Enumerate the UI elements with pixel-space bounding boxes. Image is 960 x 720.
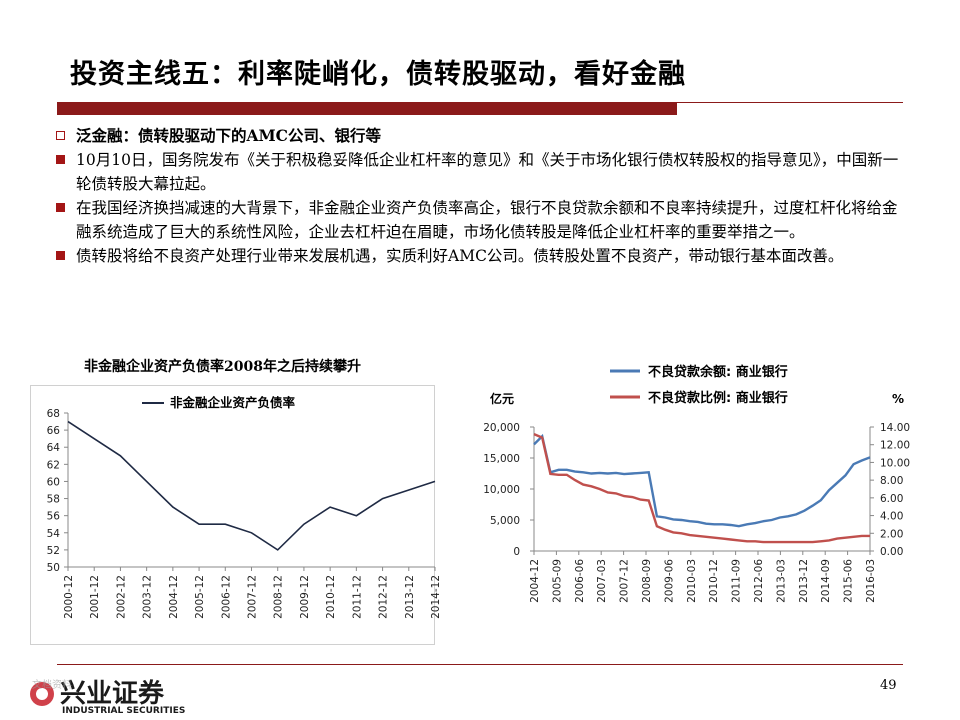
x-tick-label: 2013-12 xyxy=(404,575,416,619)
bullet-text: 债转股将给不良资产处理行业带来发展机遇，实质利好AMC公司。债转股处置不良资产，… xyxy=(76,247,844,265)
series-line-debt-ratio xyxy=(67,420,436,551)
svg-text:文档资料: 文档资料 xyxy=(32,678,72,691)
x-tick-label: 2016-03 xyxy=(865,559,877,603)
right-y-tick-label: 8.00 xyxy=(880,475,903,487)
npl-chart: 亿元 % 0 5,000 10,000 15,000 20,000 0.00 2.00 4.00 6… xyxy=(483,364,910,603)
right-y-tick-label: 4.00 xyxy=(880,511,903,523)
left-y-tick-label: 20,000 xyxy=(483,422,520,434)
x-tick-label: 2012-06 xyxy=(753,559,765,603)
company-logo: 兴业证券 INDUSTRIAL SECURITIES 文档资料 xyxy=(24,672,264,716)
bullet-item: 10月10日，国务院发布《关于积极稳妥降低企业杠杆率的意见》和《关于市场化银行债… xyxy=(52,148,902,196)
x-tick-label: 2007-03 xyxy=(596,559,608,603)
page-title: 投资主线五：利率陡峭化，债转股驱动，看好金融 xyxy=(70,59,686,90)
x-tick-label: 2004-12 xyxy=(529,559,541,603)
x-tick-label: 2010-12 xyxy=(708,559,720,603)
bullet-text: 泛金融：债转股驱动下的AMC公司、银行等 xyxy=(76,126,382,145)
y-tick-label: 60 xyxy=(47,476,60,488)
legend-label: 不良贷款比例: 商业银行 xyxy=(648,390,788,406)
x-tick-label: 2015-06 xyxy=(843,559,855,603)
chart-frame xyxy=(30,385,435,645)
left-y-tick-label: 5,000 xyxy=(490,515,520,527)
square-bullet-icon xyxy=(56,203,65,212)
x-tick-label: 2007-12 xyxy=(247,575,259,619)
bullet-item: 在我国经济换挡减速的大背景下，非金融企业资产负债率高企，银行不良贷款余额和不良率… xyxy=(52,196,902,244)
x-tick-label: 2013-03 xyxy=(775,559,787,603)
x-tick-label: 2006-12 xyxy=(220,575,232,619)
debt-ratio-chart: 50 52 54 56 58 60 62 64 66 68 2000-12 2001-12 2002-1… xyxy=(30,385,442,645)
y-tick-label: 62 xyxy=(47,459,60,471)
page-number: 49 xyxy=(880,678,897,693)
footer-line xyxy=(57,664,903,665)
left-chart-title: 非金融企业资产负债率2008年之后持续攀升 xyxy=(84,359,361,375)
x-tick-label: 2014-09 xyxy=(820,559,832,603)
bullet-item: 债转股将给不良资产处理行业带来发展机遇，实质利好AMC公司。债转股处置不良资产，… xyxy=(52,244,902,268)
bullet-text: 10月10日，国务院发布《关于积极稳妥降低企业杠杆率的意见》和《关于市场化银行债… xyxy=(76,151,899,193)
x-tick-label: 2004-12 xyxy=(168,575,180,619)
y-tick-label: 58 xyxy=(47,494,60,506)
x-tick-label: 2010-12 xyxy=(325,575,337,619)
x-tick-label: 2011-12 xyxy=(351,575,363,619)
left-y-tick-label: 10,000 xyxy=(483,484,520,496)
svg-text:兴业证券: 兴业证券 xyxy=(60,679,165,709)
series-line-npl-ratio xyxy=(533,432,870,544)
x-tick-label: 2005-12 xyxy=(194,575,206,619)
right-y-tick-label: 0.00 xyxy=(880,546,903,558)
right-y-tick-label: 12.00 xyxy=(880,440,910,452)
x-tick-label: 2014-12 xyxy=(430,575,442,619)
right-y-tick-label: 2.00 xyxy=(880,528,903,540)
y-tick-label: 68 xyxy=(47,408,60,420)
left-y-tick-label: 15,000 xyxy=(483,453,520,465)
svg-text:INDUSTRIAL SECURITIES: INDUSTRIAL SECURITIES xyxy=(62,706,185,716)
x-tick-label: 2007-12 xyxy=(619,559,631,603)
x-tick-label: 2008-09 xyxy=(641,559,653,603)
x-tick-label: 2002-12 xyxy=(115,575,127,619)
hollow-square-bullet-icon xyxy=(56,131,65,140)
x-tick-label: 2005-09 xyxy=(551,559,563,603)
y-tick-label: 56 xyxy=(47,511,61,523)
x-tick-label: 2010-03 xyxy=(686,559,698,603)
x-tick-label: 2013-12 xyxy=(798,559,810,603)
y-tick-label: 50 xyxy=(47,562,60,574)
x-tick-label: 2012-12 xyxy=(378,575,390,619)
bullet-item: 泛金融：债转股驱动下的AMC公司、银行等 xyxy=(52,124,902,148)
bullet-text: 在我国经济换挡减速的大背景下，非金融企业资产负债率高企，银行不良贷款余额和不良率… xyxy=(76,199,898,241)
left-unit-label: 亿元 xyxy=(490,391,514,406)
legend-label: 不良贷款余额: 商业银行 xyxy=(648,364,788,380)
right-unit-label: % xyxy=(892,392,904,406)
right-y-tick-label: 6.00 xyxy=(880,493,903,505)
square-bullet-icon xyxy=(56,155,65,164)
y-tick-label: 54 xyxy=(47,528,61,540)
title-accent-bar xyxy=(57,102,677,115)
y-tick-label: 66 xyxy=(47,425,61,437)
right-y-tick-label: 10.00 xyxy=(880,457,910,469)
x-tick-label: 2003-12 xyxy=(142,575,154,619)
x-tick-label: 2006-06 xyxy=(574,559,586,603)
legend-label: 非金融企业资产负债率 xyxy=(170,395,296,410)
x-tick-label: 2001-12 xyxy=(89,575,101,619)
x-tick-label: 2000-12 xyxy=(63,575,75,619)
square-bullet-icon xyxy=(56,251,65,260)
x-tick-label: 2009-12 xyxy=(299,575,311,619)
x-tick-label: 2008-12 xyxy=(273,575,285,619)
bullet-list: 泛金融：债转股驱动下的AMC公司、银行等 10月10日，国务院发布《关于积极稳妥… xyxy=(52,124,902,268)
x-tick-label: 2011-09 xyxy=(731,559,743,603)
left-y-tick-label: 0 xyxy=(513,546,520,558)
y-tick-label: 64 xyxy=(47,442,61,454)
right-y-tick-label: 14.00 xyxy=(880,422,910,434)
y-tick-label: 52 xyxy=(47,545,60,557)
x-tick-label: 2009-06 xyxy=(663,559,675,603)
series-line-npl-balance xyxy=(533,433,871,528)
